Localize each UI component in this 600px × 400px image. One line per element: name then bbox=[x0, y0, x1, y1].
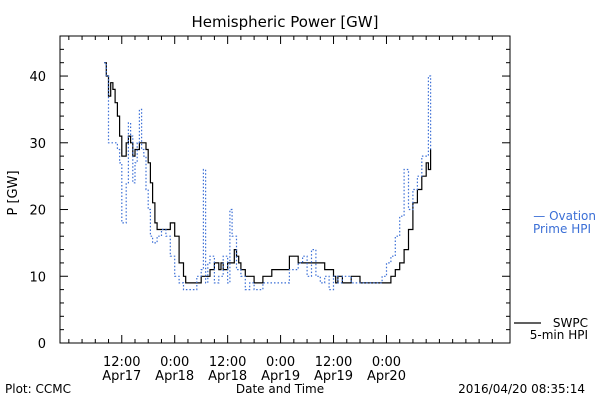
legend-swpc-line1: SWPC bbox=[553, 316, 588, 330]
x-tick-date-label: Apr18 bbox=[155, 369, 194, 384]
plot-credit: Plot: CCMC bbox=[5, 382, 71, 396]
series-layer bbox=[104, 62, 432, 291]
x-tick-date-label: Apr18 bbox=[208, 369, 247, 384]
y-axis-label: P [GW] bbox=[6, 170, 21, 215]
x-axis-label: Date and Time bbox=[236, 382, 324, 396]
x-tick-time-label: 0:00 bbox=[266, 355, 295, 370]
x-tick-time-label: 0:00 bbox=[372, 355, 401, 370]
x-tick-date-label: Apr19 bbox=[314, 369, 353, 384]
x-tick-time-label: 12:00 bbox=[209, 355, 246, 370]
x-tick-date-label: Apr20 bbox=[367, 369, 406, 384]
x-tick-time-label: 12:00 bbox=[315, 355, 352, 370]
swpc-hpi-line bbox=[104, 62, 432, 284]
x-tick-time-label: 0:00 bbox=[160, 355, 189, 370]
plot-timestamp: 2016/04/20 08:35:14 bbox=[458, 382, 585, 396]
chart-title: Hemispheric Power [GW] bbox=[192, 13, 379, 31]
y-axis-ticks: 0 10 20 30 40 bbox=[29, 35, 510, 352]
y-tick-label: 20 bbox=[29, 204, 46, 219]
legend-swpc-line2: 5-min HPI bbox=[530, 328, 588, 342]
x-axis-ticks: 12:00Apr170:00Apr1812:00Apr180:00Apr1912… bbox=[68, 36, 493, 384]
ovation-prime-hpi-line bbox=[104, 62, 432, 291]
legend-ovation-line1: — Ovation bbox=[533, 209, 596, 223]
y-tick-label: 40 bbox=[29, 70, 46, 85]
legend-ovation-line2: Prime HPI bbox=[533, 222, 591, 236]
y-tick-label: 0 bbox=[38, 337, 46, 352]
x-tick-date-label: Apr17 bbox=[102, 369, 141, 384]
plot-frame bbox=[59, 35, 511, 344]
y-tick-label: 30 bbox=[29, 137, 46, 152]
x-tick-date-label: Apr19 bbox=[261, 369, 300, 384]
y-tick-label: 10 bbox=[29, 270, 46, 285]
x-tick-time-label: 12:00 bbox=[103, 355, 140, 370]
